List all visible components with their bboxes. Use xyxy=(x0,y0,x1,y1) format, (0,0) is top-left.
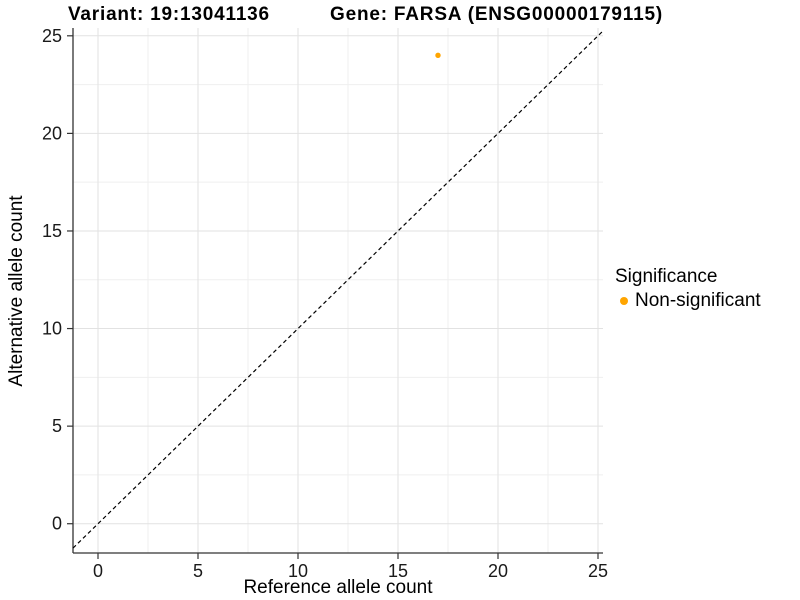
x-tick-label: 20 xyxy=(488,561,508,581)
x-tick-label: 10 xyxy=(288,561,308,581)
y-tick-label: 5 xyxy=(52,416,62,436)
gridlines-minor xyxy=(73,28,603,553)
legend: Significance Non-significant xyxy=(615,266,761,312)
y-axis-title: Alternative allele count xyxy=(6,195,27,387)
x-axis-title: Reference allele count xyxy=(243,577,433,598)
data-point xyxy=(435,52,441,59)
plot-title-variant: Variant: 19:13041136 xyxy=(68,4,270,25)
x-tick-label: 15 xyxy=(388,561,408,581)
y-tick-labels: 0 5 10 15 20 25 xyxy=(42,26,62,534)
y-tick-label: 20 xyxy=(42,123,62,143)
data-points xyxy=(435,52,441,59)
legend-item-non-significant: Non-significant xyxy=(615,290,761,312)
gridlines-major xyxy=(73,28,603,553)
y-tick-label: 0 xyxy=(52,514,62,534)
identity-reference-line xyxy=(72,30,604,549)
axis-tick-marks xyxy=(67,35,599,559)
legend-point-icon xyxy=(620,297,628,305)
y-tick-label: 15 xyxy=(42,221,62,241)
axis-lines xyxy=(72,28,603,554)
x-tick-label: 5 xyxy=(193,561,203,581)
plot-title-gene: Gene: FARSA (ENSG00000179115) xyxy=(330,4,663,25)
x-tick-label: 0 xyxy=(93,561,103,581)
y-tick-label: 25 xyxy=(42,26,62,46)
x-tick-label: 25 xyxy=(588,561,608,581)
legend-item-label: Non-significant xyxy=(635,290,761,311)
y-tick-label: 10 xyxy=(42,319,62,339)
x-tick-labels: 0 5 10 15 20 25 xyxy=(93,561,608,581)
legend-title: Significance xyxy=(615,266,718,287)
